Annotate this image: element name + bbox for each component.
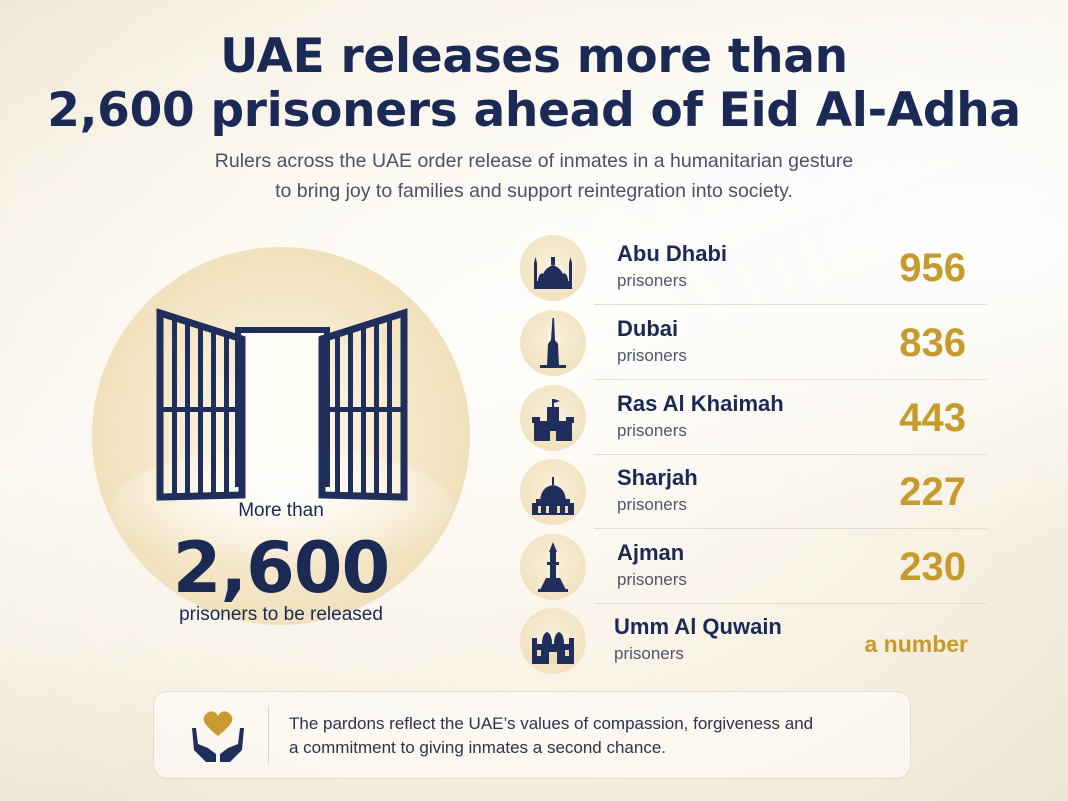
footer-line-1: The pardons reflect the UAE’s values of … [289,714,814,733]
title-line-1: UAE releases more than [220,29,848,84]
emirate-sub-label: prisoners [617,495,687,514]
row-divider [594,304,987,305]
emirate-row-ras-al-khaimah: Ras Al Khaimah prisoners 443 [520,384,990,456]
footer-line-2: a commitment to giving inmates a second … [289,738,667,757]
row-divider [594,528,987,529]
emirate-name: Ras Al Khaimah [617,391,784,416]
minaret-icon [520,534,586,600]
emirate-sub-label: prisoners [614,644,684,663]
emirate-name: Sharjah [617,465,698,490]
emirate-sub-label: prisoners [617,346,687,365]
row-divider [594,454,987,455]
emirate-row-dubai: Dubai prisoners 836 [520,309,990,381]
hero-total-number: 2,600 [172,527,390,609]
title-line-2: 2,600 prisoners ahead of Eid Al-Adha [47,83,1021,138]
emirate-name: Abu Dhabi [617,241,727,266]
footer-note-box: The pardons reflect the UAE’s values of … [153,691,911,779]
row-divider [594,379,987,380]
emirate-sub-label: prisoners [617,271,687,290]
heart-in-hands-icon [192,711,244,762]
row-divider [594,603,987,604]
emirate-count: 230 [899,545,966,589]
page-subtitle: Rulers across the UAE order release of i… [0,146,1068,206]
emirate-row-umm-al-quwain: Umm Al Quwain prisoners a number [520,607,990,679]
emirate-name: Ajman [617,540,685,565]
emirate-count: 227 [899,470,966,514]
emirate-row-ajman: Ajman prisoners 230 [520,533,990,605]
mosque-icon [520,235,586,301]
emirate-count: 836 [899,321,966,365]
emirate-row-abu-dhabi: Abu Dhabi prisoners 956 [520,234,990,306]
subtitle-line-1: Rulers across the UAE order release of i… [214,150,854,172]
emirate-count: 956 [899,246,966,290]
hero-circle [92,247,470,625]
emirate-count: 443 [899,396,966,440]
emirate-sub-label: prisoners [617,570,687,589]
emirate-count: a number [864,631,968,657]
page-title: UAE releases more than 2,600 prisoners a… [0,30,1068,138]
footer-separator [268,706,269,764]
footer-text: The pardons reflect the UAE’s values of … [289,712,889,760]
subtitle-line-2: to bring joy to families and support rei… [275,180,793,202]
domed-building-icon [520,459,586,525]
emirate-name: Umm Al Quwain [614,614,782,639]
burj-khalifa-icon [520,310,586,376]
fortress-icon [520,608,586,674]
hero-lead-text: More than [238,500,324,521]
emirate-sub-label: prisoners [617,421,687,440]
emirate-row-sharjah: Sharjah prisoners 227 [520,458,990,530]
open-gate-icon [112,308,452,567]
emirate-name: Dubai [617,316,679,341]
fort-icon [520,385,586,451]
hero-caption: prisoners to be released [179,604,383,625]
